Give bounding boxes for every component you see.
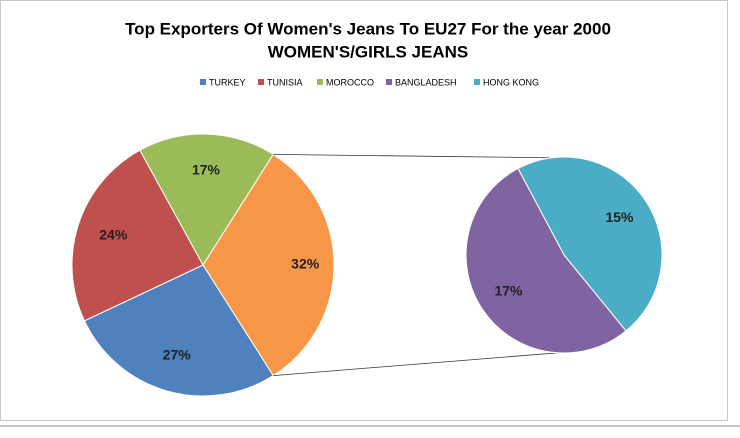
chart-subtitle: WOMEN'S/GIRLS JEANS: [268, 42, 469, 61]
legend-swatch: [200, 79, 206, 85]
pie-slice: [71, 149, 204, 322]
data-label: 27%: [163, 346, 192, 362]
chart-title: Top Exporters Of Women's Jeans To EU27 F…: [125, 19, 611, 38]
legend-swatch: [386, 79, 392, 85]
legend-label: TUNISIA: [267, 77, 303, 87]
pie-slice: [465, 167, 627, 354]
legend-label: HONG KONG: [483, 77, 539, 87]
legend-label: MOROCCO: [326, 77, 374, 87]
connector-line: [273, 351, 569, 377]
connector-line: [273, 153, 569, 159]
legend-swatch: [474, 79, 480, 85]
data-label: 17%: [192, 161, 221, 177]
data-label: 15%: [605, 209, 634, 225]
data-label: 17%: [494, 283, 523, 299]
data-label: 24%: [99, 227, 128, 243]
pie-slice: [139, 133, 274, 266]
legend-swatch: [258, 79, 264, 85]
data-label: 32%: [291, 256, 320, 272]
legend-swatch: [317, 79, 323, 85]
pie-slice: [202, 153, 335, 377]
legend-label: BANGLADESH: [395, 77, 457, 87]
pie-slice: [83, 264, 274, 397]
pie-slice: [517, 156, 663, 332]
legend-label: TURKEY: [209, 77, 246, 87]
